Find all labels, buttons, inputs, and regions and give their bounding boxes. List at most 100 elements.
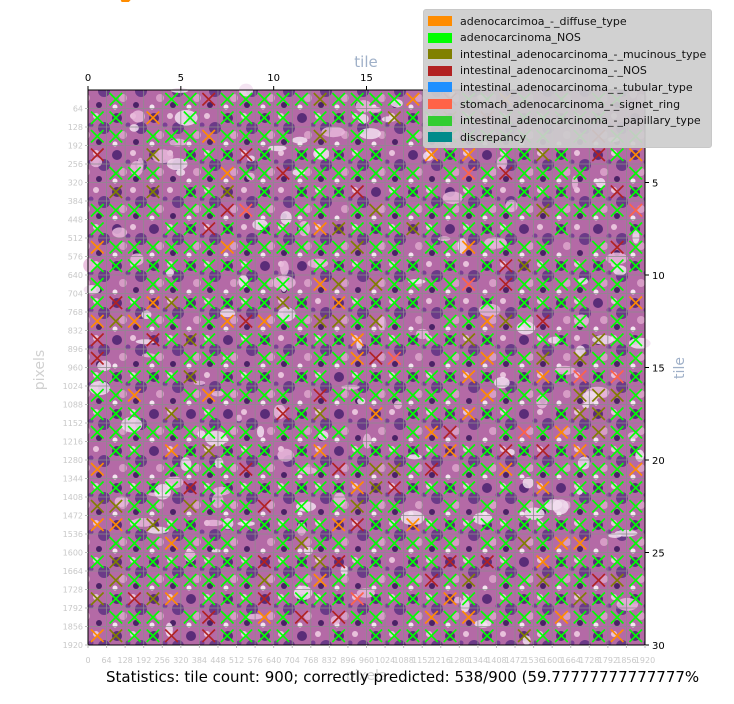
tile-prediction-mark [109,536,123,551]
mark-stroke [368,110,383,125]
mark-stroke [387,351,402,366]
tile-prediction-mark [424,443,439,458]
mark-stroke [610,277,624,292]
tile-prediction-mark [628,147,643,162]
bottom-tick-label: 1856 [616,656,636,665]
bottom-tick-label: 832 [322,656,337,665]
mark-stroke [517,258,532,273]
tile-prediction-mark [443,499,457,514]
tile-prediction-mark [443,147,457,162]
left-tick-label: 64 [73,105,83,114]
tile-prediction-mark [127,499,142,514]
tile-prediction-mark [443,166,457,181]
legend-item: adenocarcinoma_NOS [428,31,581,45]
mark-stroke [146,480,160,495]
tile-prediction-mark [554,203,569,218]
tile-prediction-mark [183,369,197,384]
mark-stroke [424,628,439,643]
tile-prediction-mark [127,536,142,551]
mark-stroke [461,443,476,458]
tile-prediction-mark [238,369,253,384]
tile-prediction-mark [443,536,457,551]
tile-prediction-mark [313,554,327,569]
tile-prediction-mark [164,314,179,329]
left-tick-label: 384 [68,197,83,206]
tile-prediction-mark [183,295,197,310]
mark-stroke [294,369,309,384]
mark-stroke [443,480,457,495]
tile-prediction-mark [610,554,624,569]
mark-stroke [313,369,327,384]
left-tick-label: 1408 [63,493,83,502]
legend-swatch [428,49,452,60]
mark-stroke [109,499,123,514]
mark-stroke [146,425,160,440]
tile-prediction-mark [201,92,216,107]
mark-stroke [220,443,235,458]
mark-stroke [220,351,235,366]
mark-stroke [368,258,383,273]
bottom-tick-label: 1472 [505,656,525,665]
tile-prediction-mark [573,425,587,440]
mark-stroke [573,499,587,514]
mark-stroke [276,536,290,551]
tissue-patch [121,416,143,433]
bottom-tick-label: 1152 [412,656,432,665]
tile-prediction-mark [238,628,253,643]
mark-stroke [257,388,272,403]
mark-stroke [201,462,216,477]
mark-stroke [220,129,235,144]
tile-prediction-mark [146,184,160,199]
tile-prediction-mark [498,610,513,625]
tile-prediction-mark [294,499,309,514]
tile-prediction-mark [517,314,532,329]
mark-stroke [368,295,383,310]
mark-stroke [536,480,550,495]
tile-prediction-mark [498,277,513,292]
tile-prediction-mark [146,554,160,569]
mark-stroke [109,517,123,532]
tile-prediction-mark [406,277,420,292]
mark-stroke [443,554,457,569]
tile-prediction-mark [331,462,346,477]
mark-stroke [238,554,253,569]
tile-prediction-mark [628,332,643,347]
tile-prediction-mark [368,536,383,551]
tile-prediction-mark [573,517,587,532]
tile-prediction-mark [238,92,253,107]
tile-prediction-mark [164,240,179,255]
tile-prediction-mark [517,499,532,514]
left-tick-label: 1088 [63,401,83,410]
tile-prediction-mark [610,443,624,458]
legend-label: adenocarcimoa_-_diffuse_type [460,14,627,28]
tile-prediction-mark [276,295,290,310]
tile-prediction-mark [257,203,272,218]
mark-stroke [424,573,439,588]
mark-stroke [368,388,383,403]
tile-prediction-mark [368,147,383,162]
tile-prediction-mark [109,110,123,125]
mark-stroke [146,332,160,347]
right-tick-label: 5 [652,179,658,190]
mark-stroke [554,166,569,181]
top-tick-label: 10 [267,73,280,84]
mark-stroke [573,554,587,569]
tile-prediction-mark [146,147,160,162]
tile-prediction-mark [591,388,606,403]
mark-stroke [368,406,383,421]
tile-prediction-mark [368,295,383,310]
tile-prediction-mark [90,258,105,273]
tile-prediction-mark [183,147,197,162]
mark-stroke [164,425,179,440]
mark-stroke [480,184,495,199]
tile-prediction-mark [257,554,272,569]
tile-prediction-mark [127,610,142,625]
mark-stroke [628,499,643,514]
tile-prediction-mark [127,591,142,606]
mark-stroke [146,129,160,144]
mark-stroke [517,628,532,643]
tile-prediction-mark [517,610,532,625]
tile-prediction-mark [313,443,327,458]
mark-stroke [554,184,569,199]
mark-stroke [109,166,123,181]
